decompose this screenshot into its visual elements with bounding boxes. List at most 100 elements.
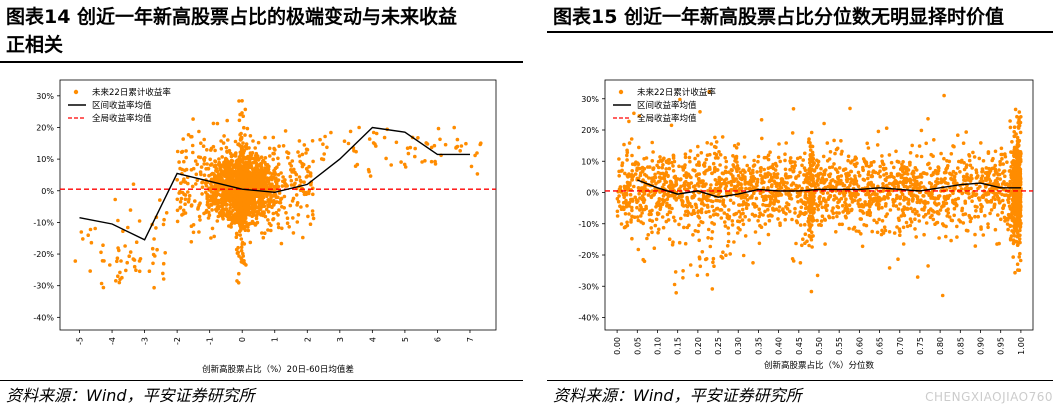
scatter-point [252, 221, 256, 226]
scatter-point [210, 226, 215, 231]
scatter-point [839, 178, 843, 183]
scatter-point [911, 169, 916, 174]
scatter-point [274, 200, 278, 204]
scatter-point [822, 181, 826, 185]
scatter-point [963, 187, 967, 192]
scatter-point [967, 153, 971, 157]
scatter-point [190, 184, 195, 189]
scatter-point [238, 112, 242, 117]
scatter-point [980, 195, 984, 199]
scatter-point [266, 179, 271, 183]
scatter-point [254, 169, 259, 173]
scatter-point [875, 143, 880, 147]
figure-14-source: 资料来源：Wind，平安证券研究所 [6, 386, 255, 405]
scatter-point [88, 227, 93, 232]
scatter-point [803, 193, 808, 197]
scatter-point [194, 172, 199, 177]
scatter-point [671, 215, 676, 220]
scatter-point [771, 206, 775, 211]
scatter-point [741, 222, 746, 227]
scatter-point [128, 208, 133, 212]
scatter-point [915, 275, 920, 279]
scatter-point [894, 196, 899, 201]
scatter-point [710, 171, 714, 176]
scatter-point [177, 160, 181, 164]
scatter-point [1000, 157, 1004, 161]
scatter-point [304, 151, 308, 155]
scatter-point [184, 149, 188, 153]
scatter-point [929, 152, 933, 157]
scatter-point [702, 164, 707, 168]
scatter-point [894, 149, 898, 154]
scatter-point [753, 230, 758, 234]
scatter-point [940, 205, 944, 209]
scatter-point [876, 129, 881, 134]
scatter-point [226, 177, 231, 181]
scatter-point [720, 135, 725, 139]
scatter-point [870, 229, 874, 234]
scatter-point [635, 176, 640, 181]
scatter-point [619, 222, 624, 226]
scatter-point [811, 153, 815, 157]
scatter-point [247, 165, 251, 170]
scatter-point [810, 198, 814, 202]
scatter-point [757, 214, 761, 219]
y-tick-label: 0% [41, 187, 54, 196]
scatter-point [966, 229, 970, 233]
scatter-point [1018, 130, 1023, 135]
scatter-point [857, 173, 862, 178]
scatter-point [115, 256, 120, 260]
scatter-point [289, 168, 293, 172]
scatter-point [721, 171, 726, 176]
scatter-point [958, 170, 962, 174]
scatter-point [615, 196, 620, 201]
scatter-point [210, 184, 214, 188]
scatter-point [769, 184, 774, 189]
scatter-point [1014, 151, 1019, 155]
scatter-point [711, 213, 716, 217]
scatter-point [266, 218, 270, 222]
scatter-point [876, 205, 881, 209]
scatter-point [295, 220, 300, 224]
scatter-point [199, 141, 203, 145]
scatter-point [724, 253, 728, 257]
scatter-point [647, 176, 651, 180]
scatter-point [791, 259, 796, 263]
scatter-point [1015, 135, 1020, 140]
scatter-point [849, 177, 853, 181]
scatter-point [86, 233, 90, 237]
scatter-point [926, 162, 930, 167]
scatter-point [788, 167, 792, 172]
scatter-point [1018, 233, 1022, 238]
scatter-point [1006, 198, 1010, 202]
scatter-point [671, 153, 676, 158]
scatter-point [198, 155, 203, 160]
scatter-point [305, 204, 309, 208]
scatter-point [285, 221, 290, 225]
scatter-point [832, 162, 836, 166]
scatter-point [759, 225, 764, 229]
scatter-point [234, 159, 239, 163]
scatter-point [245, 126, 250, 131]
x-tick-label: 1 [271, 337, 280, 342]
scatter-point [311, 159, 315, 164]
scatter-point [180, 149, 185, 154]
scatter-point [926, 117, 930, 121]
scatter-point [711, 256, 716, 261]
scatter-point [696, 177, 701, 181]
scatter-point [455, 137, 460, 142]
scatter-point [627, 212, 631, 216]
scatter-point [227, 189, 232, 193]
scatter-point [683, 213, 687, 217]
scatter-point [725, 215, 730, 220]
scatter-point [261, 235, 266, 240]
scatter-point [749, 171, 753, 176]
scatter-point [816, 159, 821, 164]
scatter-point [661, 171, 665, 176]
scatter-point [205, 193, 209, 197]
scatter-point [711, 260, 715, 265]
scatter-point [239, 131, 243, 136]
scatter-point [223, 193, 228, 197]
scatter-point [1018, 208, 1023, 212]
scatter-point [706, 227, 711, 232]
